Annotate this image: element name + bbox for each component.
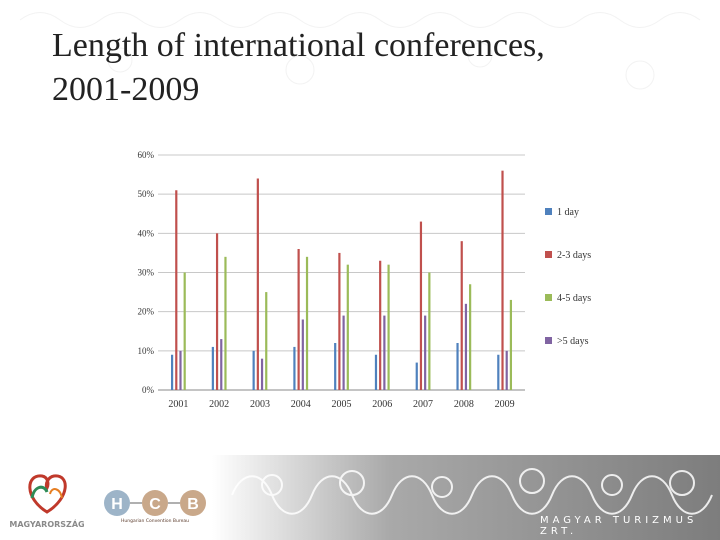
hcb-letter-c: C	[149, 496, 161, 513]
hcb-letter-b: B	[187, 496, 199, 513]
magyarorszag-logo	[28, 474, 67, 514]
footer-ornament	[212, 455, 720, 540]
bar	[424, 315, 427, 390]
hcb-letter-h: H	[111, 496, 123, 513]
bar	[334, 343, 337, 390]
bar	[346, 264, 349, 390]
bar	[428, 272, 431, 390]
x-tick-label: 2009	[495, 399, 515, 410]
hcb-subtitle: Hungarian Convention Bureau	[121, 519, 189, 524]
page-title: Length of international conferences, 200…	[52, 24, 672, 112]
background-ornament	[19, 12, 701, 90]
bar	[170, 354, 174, 390]
bar	[379, 260, 382, 390]
bar	[256, 178, 259, 390]
bar	[497, 354, 500, 390]
legend-label: 1 day	[557, 207, 579, 218]
hcb-logo: H C B	[104, 490, 206, 516]
bar	[179, 350, 182, 390]
bar	[415, 362, 418, 390]
bar	[509, 299, 513, 390]
y-tick-label: 0%	[142, 385, 155, 395]
x-tick-label: 2008	[454, 399, 474, 410]
y-tick-label: 50%	[138, 189, 155, 199]
bar	[260, 358, 264, 390]
bar	[305, 256, 309, 390]
legend-swatch	[545, 251, 552, 258]
bar	[374, 354, 378, 390]
bar	[383, 315, 386, 390]
y-tick-label: 40%	[138, 228, 155, 238]
legend-label: 4-5 days	[557, 293, 591, 304]
bar	[338, 252, 341, 390]
y-tick-label: 20%	[138, 307, 155, 317]
bar	[224, 256, 227, 390]
bar	[211, 346, 214, 390]
y-tick-label: 10%	[138, 346, 155, 356]
x-tick-label: 2007	[413, 399, 433, 410]
bar	[501, 170, 504, 390]
x-tick-label: 2003	[250, 399, 270, 410]
bar	[456, 343, 459, 390]
bar	[419, 221, 423, 390]
bar	[183, 272, 186, 390]
y-tick-label: 60%	[138, 150, 155, 160]
x-tick-label: 2002	[209, 399, 229, 410]
bar	[469, 284, 472, 390]
bar	[175, 190, 178, 390]
legend-label: 2-3 days	[557, 250, 591, 261]
bar	[220, 339, 223, 390]
magyarorszag-label: MAGYARORSZÁG	[9, 520, 85, 529]
bar	[387, 264, 390, 390]
legend-swatch	[545, 208, 552, 215]
title-line-2: 2001-2009	[52, 71, 200, 108]
bar	[505, 350, 508, 390]
x-tick-label: 2004	[291, 399, 311, 410]
bar	[464, 303, 468, 390]
x-tick-label: 2001	[168, 399, 188, 410]
bar	[215, 233, 219, 390]
bar	[342, 315, 345, 390]
x-tick-label: 2006	[372, 399, 392, 410]
bar	[297, 249, 300, 390]
y-tick-label: 30%	[138, 268, 155, 278]
bar	[293, 346, 296, 390]
magyar-turizmus-text: MAGYAR TURIZMUS ZRT.	[540, 515, 698, 537]
legend-label: >5 days	[557, 336, 589, 347]
x-tick-label: 2005	[332, 399, 352, 410]
bar	[252, 350, 255, 390]
bar	[301, 319, 304, 390]
bar	[265, 292, 268, 390]
bar	[460, 241, 463, 390]
title-line-1: Length of international conferences,	[52, 27, 545, 64]
legend-swatch	[545, 294, 552, 301]
legend-swatch	[545, 337, 552, 344]
